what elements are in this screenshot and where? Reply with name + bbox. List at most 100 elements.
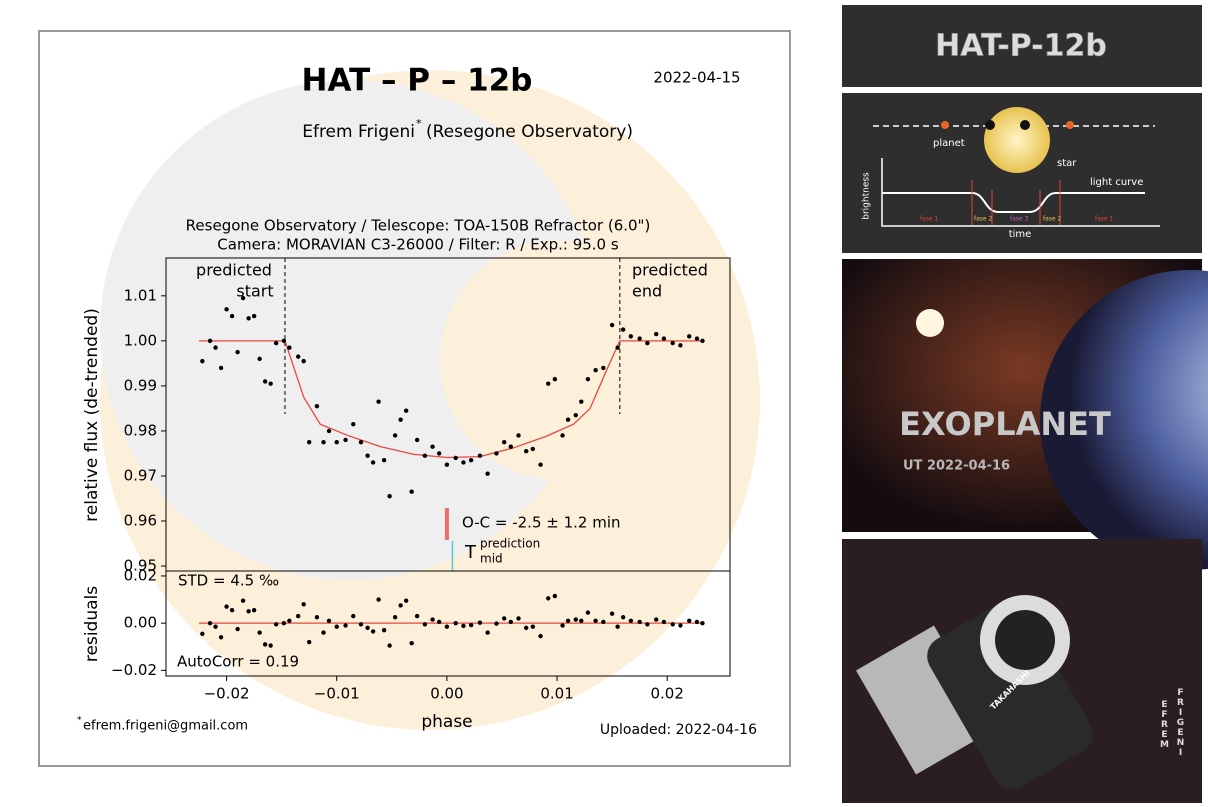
data-point xyxy=(678,623,683,628)
data-point xyxy=(257,356,262,362)
data-point xyxy=(414,613,420,619)
data-point xyxy=(453,455,458,461)
data-point xyxy=(358,439,364,445)
data-point xyxy=(461,460,466,465)
data-point xyxy=(326,618,332,623)
data-point xyxy=(560,433,565,438)
data-point xyxy=(494,621,499,626)
x-tick-label: −0.02 xyxy=(204,685,250,703)
y-tick-label: 0.95 xyxy=(124,557,157,575)
data-point xyxy=(240,598,246,603)
data-point xyxy=(262,379,268,384)
data-point xyxy=(585,376,591,382)
data-point xyxy=(262,642,268,647)
data-point xyxy=(370,629,376,634)
planet-icon xyxy=(985,120,995,130)
data-point xyxy=(468,622,474,628)
data-point xyxy=(560,623,565,628)
data-point xyxy=(295,613,301,619)
observatory: (Resegone Observatory) xyxy=(426,122,633,142)
data-point xyxy=(637,619,642,625)
data-point xyxy=(273,622,279,627)
data-point xyxy=(530,624,536,629)
data-point xyxy=(334,439,339,445)
annotation: predicted xyxy=(632,261,708,280)
diagram-phase-lines xyxy=(971,180,1061,225)
data-point xyxy=(207,338,213,344)
data-point xyxy=(694,336,700,341)
tmid-label: T xyxy=(464,542,477,563)
footer-email: efrem.frigeni@gmail.com xyxy=(83,719,248,734)
data-point xyxy=(645,340,650,346)
data-point xyxy=(268,381,273,386)
data-point xyxy=(246,609,251,614)
y-tick-label: 0.98 xyxy=(124,421,157,439)
data-point xyxy=(398,417,403,422)
y-tick-label: 0.99 xyxy=(124,376,157,394)
data-point xyxy=(314,615,320,620)
data-point xyxy=(246,316,251,321)
data-point xyxy=(409,489,414,494)
data-point xyxy=(653,331,659,337)
data-point xyxy=(687,618,692,623)
data-point xyxy=(436,451,442,456)
data-point xyxy=(321,439,326,445)
data-point xyxy=(251,313,257,319)
data-point xyxy=(609,322,615,328)
author-mark: * xyxy=(416,117,422,130)
data-point xyxy=(326,428,332,434)
data-point xyxy=(552,376,558,382)
data-point xyxy=(538,633,543,639)
date: 2022-04-15 xyxy=(653,69,740,87)
data-point xyxy=(609,611,615,616)
data-point xyxy=(307,439,312,445)
data-point xyxy=(516,433,521,438)
phase-label: fase 3 xyxy=(1010,216,1029,223)
data-point xyxy=(224,307,229,312)
y-tick-label: −0.02 xyxy=(111,661,157,679)
data-point xyxy=(694,619,700,625)
data-point xyxy=(573,412,578,418)
planet-icon xyxy=(941,121,949,129)
subtitle: Camera: MORAVIAN C3-26000 / Filter: R / … xyxy=(217,236,619,254)
data-point xyxy=(207,620,213,626)
data-point xyxy=(601,365,606,371)
y-tick-label: 1.01 xyxy=(124,286,157,304)
data-point xyxy=(430,617,435,622)
data-point xyxy=(422,453,428,458)
telescope xyxy=(856,595,1093,789)
x-axis-title: phase xyxy=(421,712,472,732)
photo-credit: FRIGENI xyxy=(1176,688,1186,758)
y-axis-title: residuals xyxy=(82,586,102,662)
diagram-label: planet xyxy=(933,138,965,149)
plot-frame xyxy=(165,570,731,677)
chart-title: HAT – P – 12b xyxy=(302,63,533,99)
phase-label: fase 2 xyxy=(1043,216,1062,223)
data-point xyxy=(615,624,620,629)
footer-uploaded: Uploaded: 2022-04-16 xyxy=(600,722,757,738)
data-point xyxy=(358,622,364,627)
y-tick-label: 0.02 xyxy=(124,566,157,584)
data-point xyxy=(200,631,205,636)
data-point xyxy=(477,453,483,458)
author: Efrem Frigeni xyxy=(302,122,415,142)
poster-sun xyxy=(916,309,944,337)
y-tick-label: 0.97 xyxy=(124,466,157,484)
data-point xyxy=(661,619,667,625)
tmid-sub: mid xyxy=(480,552,503,566)
data-point xyxy=(508,444,513,449)
data-point xyxy=(661,336,667,341)
planet-icon xyxy=(1020,120,1030,130)
data-point xyxy=(524,449,529,454)
data-point xyxy=(235,349,240,355)
data-point xyxy=(268,643,273,648)
data-point xyxy=(565,417,571,422)
y-tick-label: 0.96 xyxy=(124,512,157,530)
autocorr-label: AutoCorr = 0.19 xyxy=(177,653,299,671)
y-tick-label: 1.00 xyxy=(124,331,157,349)
data-point xyxy=(224,604,229,609)
frame xyxy=(38,30,791,767)
oc-marker xyxy=(444,508,449,540)
poster-date: UT 2022-04-16 xyxy=(903,459,1010,474)
